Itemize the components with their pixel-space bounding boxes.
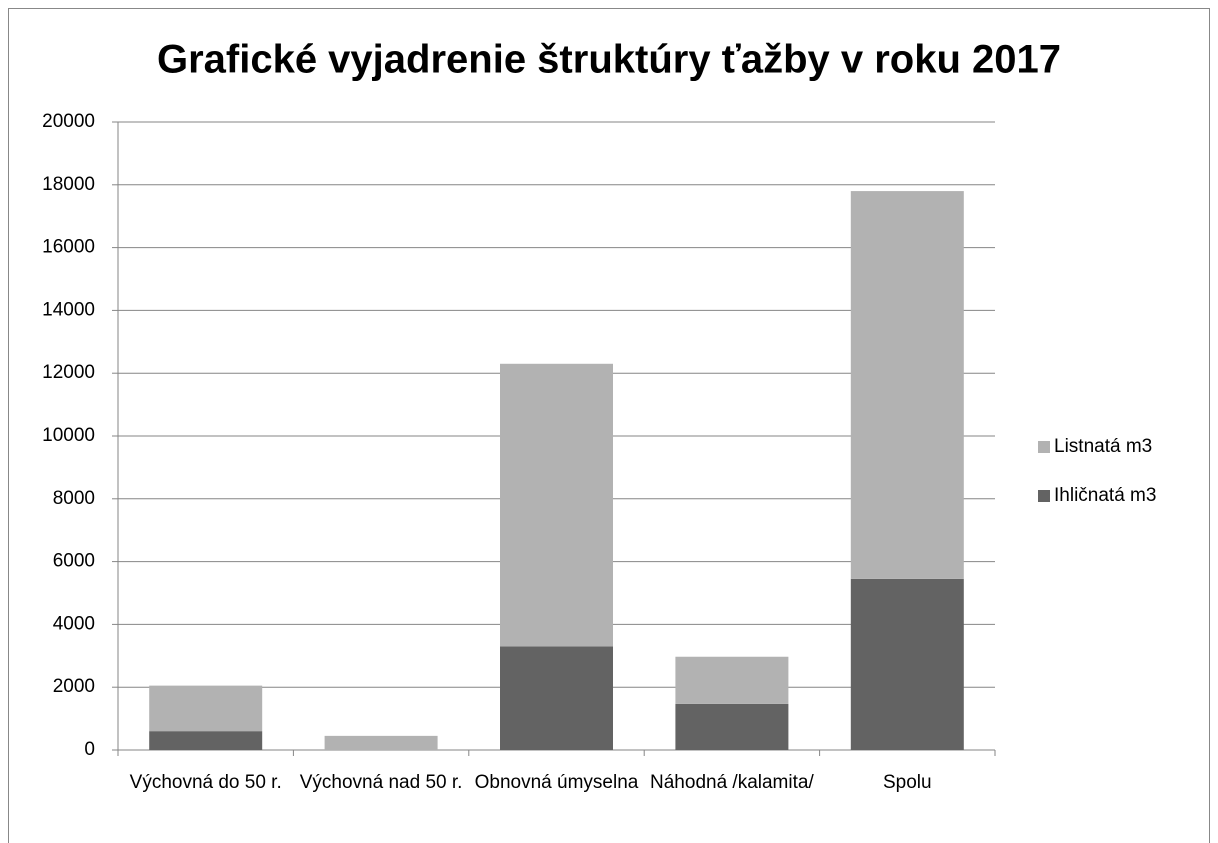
bar-segment [500,646,613,750]
y-tick-label: 2000 [53,676,95,697]
bar-segment [324,735,438,750]
y-tick-label: 16000 [42,237,95,258]
chart-title: Grafické vyjadrenie štruktúry ťažby v ro… [157,38,1061,82]
bar-segment [850,191,964,579]
legend-swatch [1038,490,1050,502]
y-tick-label: 6000 [53,551,95,572]
y-tick-label: 0 [84,739,95,760]
bar-segment [675,703,789,750]
bar-segment [500,363,613,647]
x-tick-label: Výchovná nad 50 r. [299,772,463,793]
legend-label: Ihličnatá m3 [1054,485,1156,506]
chart-border [8,8,1210,843]
y-tick-label: 12000 [42,362,95,383]
y-tick-label: 18000 [42,174,95,195]
y-tick-label: 8000 [53,488,95,509]
legend-swatch [1038,441,1050,453]
bar-segment [149,685,263,732]
x-tick-label: Obnovná úmyselna [474,772,639,793]
y-tick-label: 10000 [42,425,95,446]
bar-segment [149,731,263,750]
x-tick-label: Výchovná do 50 r. [129,772,282,793]
x-tick-label: Náhodná /kalamita/ [650,772,814,793]
y-tick-label: 20000 [42,111,95,132]
legend-label: Listnatá m3 [1054,436,1152,457]
bar-segment [675,656,789,704]
y-tick-label: 4000 [53,613,95,634]
bar-segment [850,578,964,750]
x-tick-label: Spolu [882,772,932,793]
y-tick-label: 14000 [42,299,95,320]
